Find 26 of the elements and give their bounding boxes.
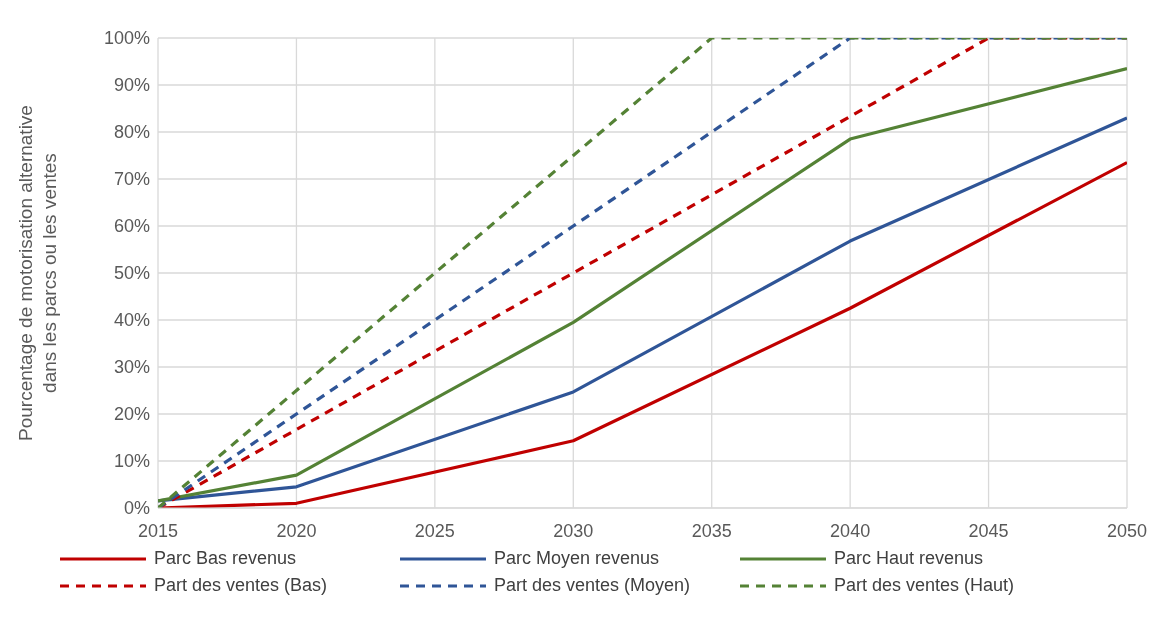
y-tick-label: 10% [113, 451, 150, 472]
y-tick-label: 90% [113, 75, 150, 96]
y-tick-label: 60% [113, 216, 150, 237]
y-tick-label: 30% [113, 357, 150, 378]
y-tick-label: 70% [113, 169, 150, 190]
legend-label: Part des ventes (Moyen) [494, 575, 691, 596]
legend-label: Part des ventes (Haut) [834, 575, 1015, 596]
y-tick-label: 20% [113, 404, 150, 425]
x-tick-label: 2045 [968, 520, 1009, 541]
x-tick-label: 2015 [137, 520, 179, 541]
x-tick-label: 2035 [691, 520, 732, 541]
legend-label: Parc Bas revenus [154, 548, 297, 569]
x-tick-label: 2025 [414, 520, 455, 541]
y-tick-label: 0% [123, 498, 150, 519]
legend-label: Parc Moyen revenus [494, 548, 660, 569]
y-tick-label: 80% [113, 122, 150, 143]
legend-label: Parc Haut revenus [834, 548, 984, 569]
x-tick-label: 2040 [830, 520, 871, 541]
legend-label: Part des ventes (Bas) [154, 575, 328, 596]
y-tick-label: 100% [103, 28, 150, 49]
y-axis-title: Pourcentage de motorisation alternative dans les parcs ou les ventes [15, 105, 60, 441]
x-tick-label: 2020 [276, 520, 317, 541]
y-tick-label: 50% [113, 263, 150, 284]
x-tick-label: 2050 [1106, 520, 1148, 541]
y-tick-label: 40% [113, 310, 150, 331]
x-tick-label: 2030 [553, 520, 594, 541]
